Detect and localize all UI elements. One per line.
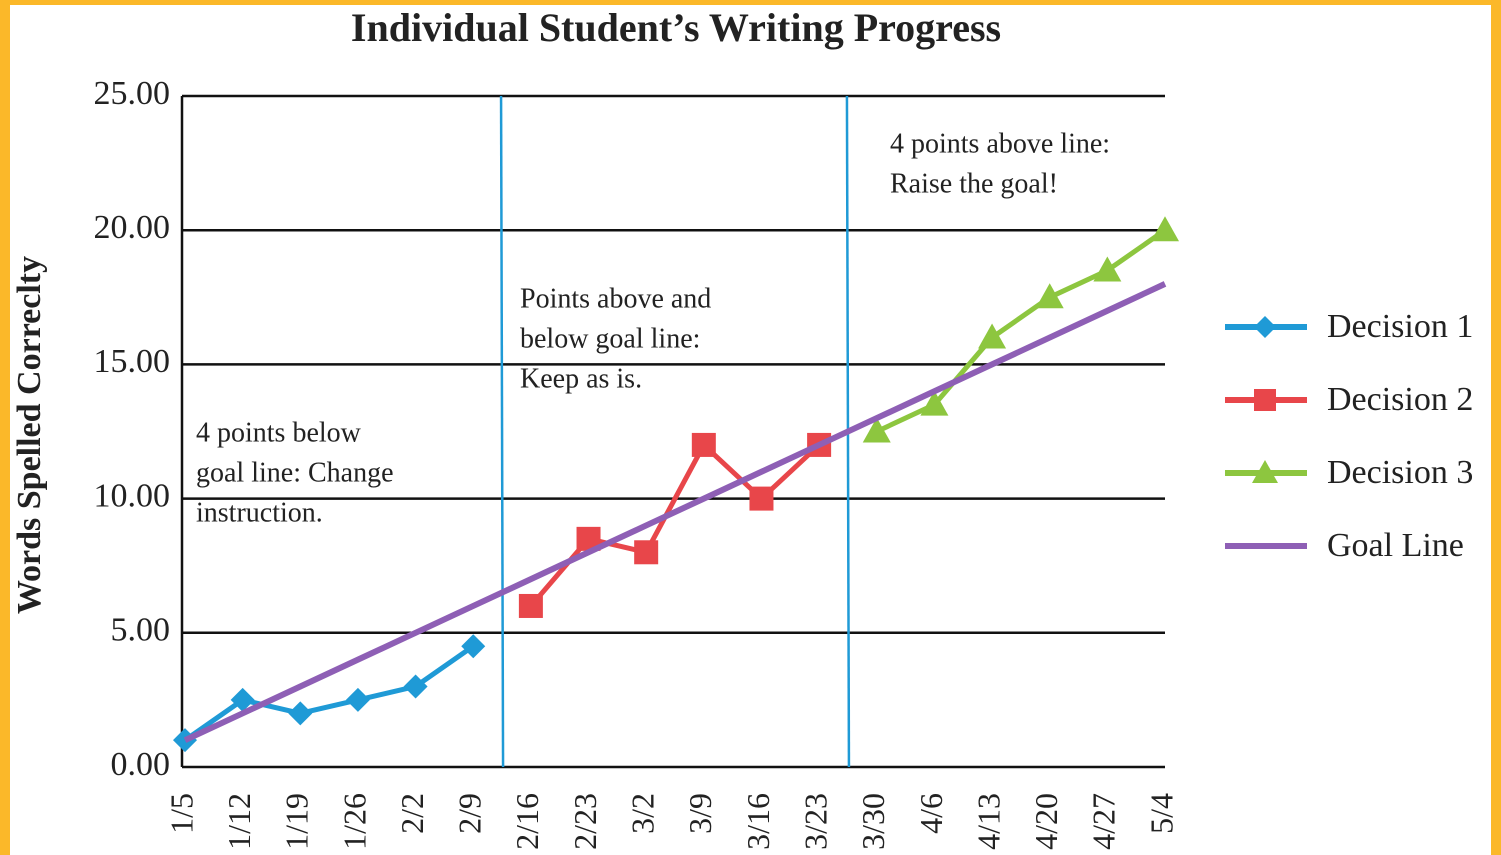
chart: Individual Student’s Writing Progress Wo… (11, 5, 1474, 850)
x-tick-label: 1/26 (336, 793, 372, 850)
y-tick-label: 0.00 (111, 746, 171, 783)
series-line (183, 281, 1167, 743)
marker (1035, 283, 1064, 309)
x-tick-label: 2/2 (394, 793, 430, 834)
annotation: instruction. (196, 497, 323, 528)
y-tick-label: 10.00 (94, 477, 171, 514)
x-tick-label: 2/9 (452, 793, 488, 834)
x-tick-label: 4/27 (1086, 793, 1122, 850)
marker (978, 323, 1007, 349)
x-tick-label: 5/4 (1143, 793, 1179, 834)
x-tick-label: 1/5 (163, 793, 199, 834)
series-line (875, 228, 1167, 434)
marker (1093, 256, 1122, 282)
x-tick-label: 2/16 (509, 793, 545, 850)
x-tick-label: 1/12 (221, 793, 257, 850)
legend-marker (1254, 389, 1276, 411)
x-tick-label: 4/13 (970, 793, 1006, 850)
y-tick-label: 15.00 (94, 343, 171, 380)
x-tick-label: 3/16 (740, 793, 776, 850)
chart-title: Individual Student’s Writing Progress (351, 5, 1001, 50)
legend-label: Goal Line (1327, 527, 1464, 564)
series-line (183, 644, 475, 743)
x-tick-label: 2/23 (567, 793, 603, 850)
x-tick-label: 3/23 (797, 793, 833, 850)
annotation: 4 points above line: (890, 128, 1110, 159)
marker (634, 540, 659, 565)
y-tick-label: 25.00 (94, 75, 171, 112)
marker (749, 486, 774, 511)
x-tick-label: 4/6 (913, 793, 949, 834)
marker (691, 432, 716, 457)
x-tick-label: 3/2 (625, 793, 661, 834)
y-axis-label: Words Spelled Correclty (11, 256, 48, 614)
annotation: below goal line: (520, 323, 700, 354)
phase-divider (499, 95, 505, 768)
annotation: goal line: Change (196, 457, 394, 488)
x-tick-label: 4/20 (1028, 793, 1064, 850)
legend-marker (1254, 316, 1276, 338)
legend-label: Decision 3 (1327, 454, 1473, 491)
legend-marker (1252, 460, 1278, 483)
x-tick-label: 3/30 (855, 793, 891, 850)
legend-label: Decision 1 (1327, 308, 1473, 345)
marker (288, 701, 313, 726)
x-tick-label: 1/19 (279, 793, 315, 850)
marker (461, 634, 486, 659)
marker (345, 687, 370, 712)
marker (920, 390, 949, 416)
y-tick-label: 5.00 (111, 612, 171, 649)
marker (1151, 216, 1179, 242)
annotation: Keep as is. (520, 363, 642, 394)
x-tick-label: 3/9 (682, 793, 718, 834)
marker (230, 687, 255, 712)
annotation: Points above and (520, 283, 711, 314)
marker (862, 417, 891, 443)
annotation: Raise the goal! (890, 168, 1058, 199)
marker (403, 674, 428, 699)
marker (518, 593, 543, 618)
annotation: 4 points below (196, 417, 362, 448)
series-line (528, 442, 821, 608)
legend-label: Decision 2 (1327, 381, 1473, 418)
frame: Individual Student’s Writing Progress Wo… (10, 5, 1491, 855)
y-tick-label: 20.00 (94, 209, 171, 246)
